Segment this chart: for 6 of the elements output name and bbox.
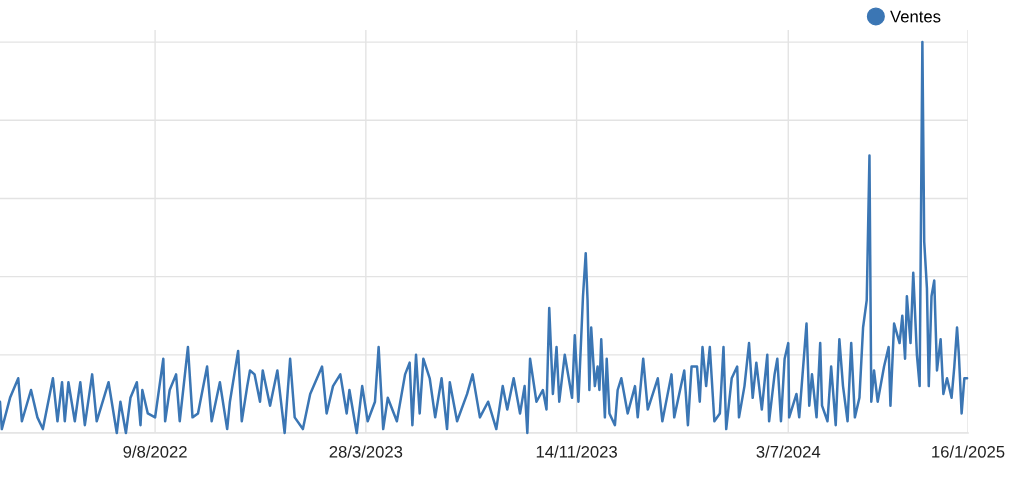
x-tick-label: 16/1/2025 (932, 445, 1005, 458)
x-tick-label: 28/3/2023 (329, 445, 403, 458)
legend-label: Ventes (890, 10, 941, 23)
x-tick-label: 14/11/2023 (536, 445, 617, 458)
x-tick-label: 9/8/2022 (123, 445, 187, 458)
x-tick-label: 3/7/2024 (756, 445, 821, 458)
